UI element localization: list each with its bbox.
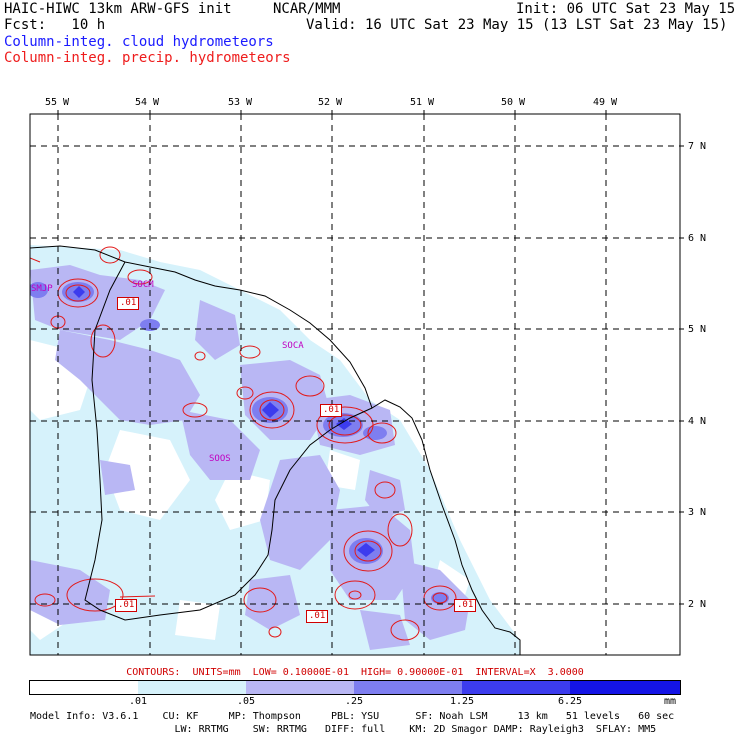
- forecast-hour: Fcst: 10 h: [4, 17, 106, 33]
- station-label: SOOS: [209, 454, 231, 464]
- legend-swatch: [354, 681, 462, 694]
- legend-tick-label: .25: [344, 696, 364, 707]
- station-label: SMJP: [31, 284, 53, 294]
- lon-label: 53 W: [228, 97, 253, 108]
- legend-unit: mm: [663, 696, 677, 707]
- lat-label: 2 N: [688, 599, 707, 610]
- frame-ticks: [57, 110, 684, 605]
- lat-label: 5 N: [688, 324, 707, 335]
- contour-value-label: .01: [115, 599, 138, 612]
- contour-value-label: .01: [117, 297, 140, 310]
- lon-label: 51 W: [410, 97, 435, 108]
- map-frame: [29, 113, 681, 656]
- contour-value-label: .01: [306, 610, 329, 623]
- valid-time: Valid: 16 UTC Sat 23 May 15 (13 LST Sat …: [306, 17, 728, 33]
- org-label: NCAR/MMM: [273, 1, 341, 17]
- coastline: [30, 245, 521, 655]
- lon-label: 55 W: [45, 97, 70, 108]
- lat-label: 4 N: [688, 416, 707, 427]
- model-info-line: Model Info: V3.6.1 CU: KF MP: Thompson P…: [30, 711, 675, 722]
- model-info-line: LW: RRTMG SW: RRTMG DIFF: full KM: 2D Sm…: [30, 724, 657, 735]
- lat-label: 6 N: [688, 233, 707, 244]
- color-legend: [29, 680, 681, 695]
- legend-swatch: [462, 681, 570, 694]
- contour-value-label: .01: [320, 404, 343, 417]
- legend-swatch: [246, 681, 354, 694]
- legend-tick-label: .05: [236, 696, 256, 707]
- contour-value-label: .01: [454, 599, 477, 612]
- lon-label: 52 W: [318, 97, 343, 108]
- station-label: SOCA: [282, 341, 304, 351]
- lon-label: 49 W: [593, 97, 618, 108]
- legend-tick-label: 1.25: [449, 696, 475, 707]
- model-title: HAIC-HIWC 13km ARW-GFS init: [4, 1, 232, 17]
- lon-label: 54 W: [135, 97, 160, 108]
- station-label: SOCM: [132, 280, 154, 290]
- lon-label: 50 W: [501, 97, 526, 108]
- legend-tick-label: 6.25: [557, 696, 583, 707]
- field-cloud-label: Column-integ. cloud hydrometeors: [4, 34, 274, 50]
- legend-swatch: [138, 681, 246, 694]
- legend-tick-label: .01: [128, 696, 148, 707]
- legend-swatch: [30, 681, 138, 694]
- legend-swatch: [570, 681, 680, 694]
- init-time: Init: 06 UTC Sat 23 May 15: [516, 1, 736, 17]
- field-precip-label: Column-integ. precip. hydrometeors: [4, 50, 291, 66]
- contour-info: CONTOURS: UNITS=mm LOW= 0.10000E-01 HIGH…: [126, 667, 584, 678]
- lat-lon-grid: [30, 114, 680, 655]
- lat-label: 7 N: [688, 141, 707, 152]
- lat-label: 3 N: [688, 507, 707, 518]
